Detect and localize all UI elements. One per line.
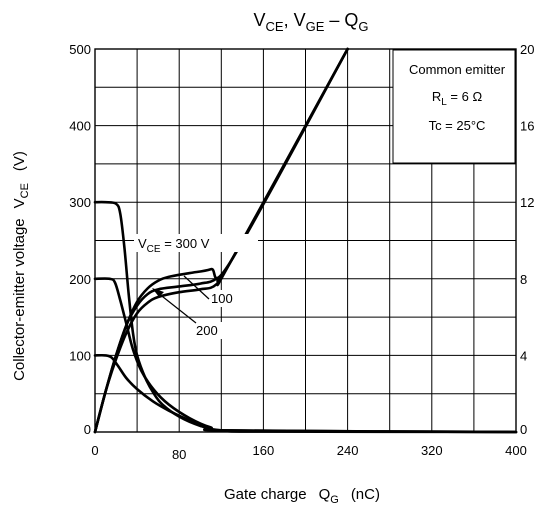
annotation-200: 200 [196, 323, 218, 338]
series-line-vge-5 [93, 47, 349, 434]
x-axis-label: Gate charge QG (nC) [224, 486, 380, 506]
x-tick-label: 400 [505, 443, 527, 458]
y-tick-label-right: 12 [520, 195, 534, 210]
y-tick-label-left: 100 [69, 348, 91, 363]
conditions-line3: Tc = 25°C [429, 118, 486, 133]
x-tick-label: 240 [337, 443, 359, 458]
curves [93, 47, 518, 434]
x-tick-label: 160 [253, 443, 275, 458]
x-tick-label: 320 [421, 443, 443, 458]
y-tick-label-left: 200 [69, 272, 91, 287]
annotation-vce300: VCE = 300 V [138, 236, 210, 255]
y-tick-label-left: 0 [84, 422, 91, 437]
annotation-arrow-head [152, 288, 164, 297]
annotation-200-bg [194, 322, 224, 339]
tick-labels: 0 80 160 240 320 400 0 100 200 300 400 500 0 4 8 12 16 20 [69, 42, 534, 462]
conditions-line2: RL = 6 Ω [432, 89, 483, 108]
conditions-box [392, 49, 516, 164]
chart-title: VCE, VGE – QG [253, 10, 368, 34]
grid [94, 48, 517, 433]
y-tick-label-right: 4 [520, 348, 527, 363]
x-tick-label: 0 [91, 443, 98, 458]
annotation-100-leader [183, 275, 210, 300]
annotation-100: 100 [211, 291, 233, 306]
y-tick-label-left: 400 [69, 119, 91, 134]
y-tick-label-left: 500 [69, 42, 91, 57]
annotation-100-bg [209, 290, 239, 307]
y-tick-label-right: 0 [520, 422, 527, 437]
y-tick-label-left: 300 [69, 195, 91, 210]
x-tick-label: 80 [172, 447, 186, 462]
y-tick-label-right: 16 [520, 119, 534, 134]
y-axis-label-left: Collector-emitter voltageVCE(V) [11, 151, 31, 381]
annotation-200-leader [157, 292, 197, 324]
annotation-vce300-bg [134, 234, 258, 252]
y-tick-label-right: 8 [520, 272, 527, 287]
conditions-line1: Common emitter [409, 62, 506, 77]
y-tick-label-right: 20 [520, 42, 534, 57]
series-line-vce-2 [93, 353, 518, 434]
